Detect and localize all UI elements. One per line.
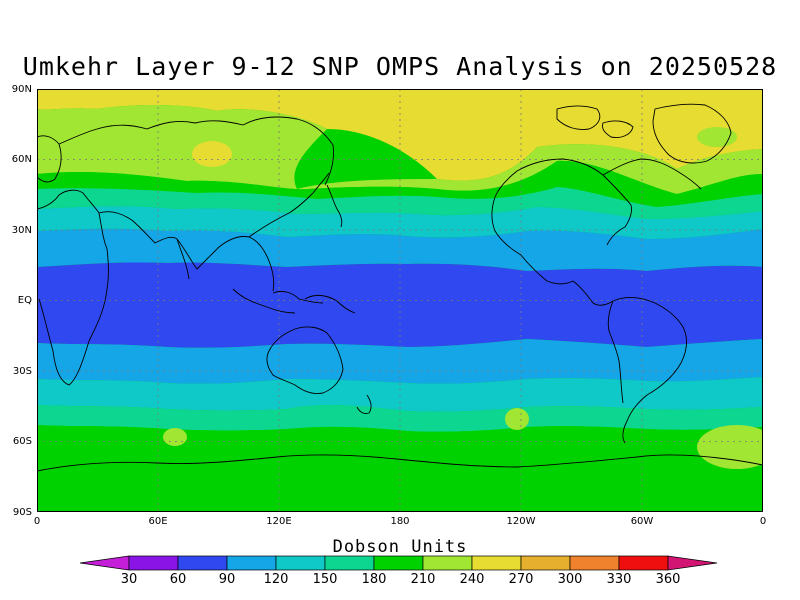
graticule: [37, 89, 763, 512]
band-240: [37, 105, 763, 194]
map-title: Umkehr Layer 9-12 SNP OMPS Analysis on 2…: [22, 52, 778, 81]
colorbar-tick-label: 90: [218, 572, 236, 587]
colorbar-tick-label: 300: [557, 572, 583, 587]
x-tick-label: 120W: [506, 516, 536, 527]
x-tick-label: 0: [33, 516, 41, 527]
x-tick-label: 0: [759, 516, 767, 527]
colorbar-tick-label: 360: [655, 572, 681, 587]
y-tick-label: EQ: [17, 295, 32, 306]
band-270: [37, 89, 763, 181]
colorbar-tick-label: 240: [459, 572, 485, 587]
y-tick-label: 90N: [11, 84, 32, 95]
band-180-south: [37, 405, 763, 432]
colorbar-segment: [324, 555, 375, 571]
x-tick-label: 180: [390, 516, 410, 527]
colorbar-segment: [128, 555, 179, 571]
x-tick-label: 60W: [630, 516, 654, 527]
blob-240: [192, 141, 232, 167]
colorbar-segment: [177, 555, 228, 571]
blob-240: [697, 127, 737, 147]
band-210: [37, 160, 763, 207]
colorbar-arrow-low: [80, 555, 130, 571]
colorbar-segment: [226, 555, 277, 571]
blob-240: [505, 408, 529, 430]
coastlines: [37, 103, 763, 472]
colorbar-tick-label: 210: [410, 572, 436, 587]
band-120: [37, 228, 763, 271]
x-tick-label: 120E: [266, 516, 292, 527]
band-150-south: [37, 377, 763, 412]
colorbar-segment: [422, 555, 473, 571]
colorbar-tick-label: 150: [312, 572, 338, 587]
y-tick-label: 30S: [12, 366, 32, 377]
colorbar-segment: [275, 555, 326, 571]
colorbar-segment: [618, 555, 669, 571]
colorbar-segment: [373, 555, 424, 571]
y-tick-label: 90S: [12, 507, 32, 518]
blob-240: [163, 428, 187, 446]
colorbar-tick-label: 180: [361, 572, 387, 587]
x-tick-label: 60E: [148, 516, 168, 527]
colorbar-arrow-high: [667, 555, 718, 571]
y-tick-label: 60S: [12, 436, 32, 447]
colorbar-segment: [471, 555, 522, 571]
colorbar-tick-label: 120: [263, 572, 289, 587]
blob-240: [697, 425, 763, 469]
y-tick-label: 30N: [11, 225, 32, 236]
colorbar-segment: [520, 555, 571, 571]
colorbar-tick-label: 30: [120, 572, 138, 587]
colorbar-tick-label: 60: [169, 572, 187, 587]
y-tick-label: 60N: [11, 154, 32, 165]
colorbar: [80, 555, 718, 571]
band-120-south: [37, 339, 763, 384]
colorbar-segment: [569, 555, 620, 571]
colorbar-tick-label: 330: [606, 572, 632, 587]
ozone-map: [37, 89, 763, 512]
units-label: Dobson Units: [332, 537, 468, 557]
colorbar-tick-label: 270: [508, 572, 534, 587]
